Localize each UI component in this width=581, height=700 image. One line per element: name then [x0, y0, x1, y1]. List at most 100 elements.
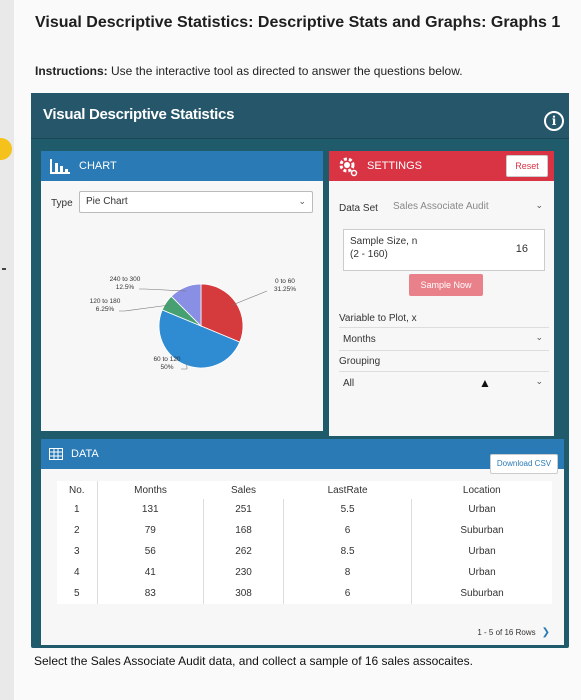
table-cell: 6 — [283, 583, 413, 604]
sample-size-field[interactable]: Sample Size, n (2 - 160) 16 — [343, 229, 545, 271]
column-header: LastRate — [327, 484, 368, 496]
dataset-value: Sales Associate Audit — [393, 201, 489, 212]
sample-size-label: Sample Size, n — [350, 236, 418, 247]
chart-panel-title: CHART — [79, 160, 117, 172]
app-window: Visual Descriptive Statistics i CHART Ty… — [31, 93, 569, 648]
sample-now-button[interactable]: Sample Now — [409, 274, 483, 296]
table-cell: 251 — [203, 499, 285, 520]
table-cell: Suburban — [460, 525, 504, 536]
table-cell: 5.5 — [283, 499, 413, 520]
table-cell: 308 — [203, 583, 285, 604]
info-icon[interactable]: i — [544, 111, 564, 131]
footer-instructions: Select the Sales Associate Audit data, a… — [34, 654, 473, 668]
chart-panel-header: CHART — [41, 151, 323, 181]
data-panel: DATA Download CSV No. Months Sales LastR… — [41, 439, 564, 645]
column-header: Location — [462, 484, 501, 496]
side-mark — [2, 268, 6, 270]
chevron-down-icon: ⌄ — [535, 376, 543, 386]
pie-slice-label: 31.25% — [274, 286, 296, 293]
chart-type-select[interactable]: Pie Chart ⌄ — [79, 191, 313, 213]
table-icon — [49, 448, 63, 460]
data-table: No. Months Sales LastRate Location 1 131… — [57, 481, 552, 604]
grouping-select[interactable]: All ⌄ — [339, 371, 549, 395]
pie-chart-container: 0 to 60 31.25% 60 to 120 50% 120 to 180 6.25%… — [71, 251, 311, 411]
chart-panel: CHART Type Pie Chart ⌄ 0 to 60 31.25% 60 t… — [41, 151, 323, 431]
chart-type-label: Type — [51, 198, 73, 209]
table-cell: Urban — [468, 567, 496, 578]
data-panel-title: DATA — [71, 448, 99, 460]
pie-slice-label: 50% — [160, 364, 173, 371]
table-header-row: No. Months Sales LastRate Location — [57, 481, 552, 499]
pie-slice — [158, 309, 241, 369]
pie-slice — [170, 283, 202, 327]
pagination: 1 - 5 of 16 Rows ❯ — [477, 627, 550, 638]
pie-leader-line — [119, 304, 170, 312]
pagination-text: 1 - 5 of 16 Rows — [477, 628, 536, 637]
variable-label: Variable to Plot, x — [339, 313, 417, 324]
table-cell: 230 — [203, 562, 285, 583]
settings-panel: SETTINGS Reset Data Set Sales Associate … — [329, 151, 554, 436]
table-cell: 6 — [283, 520, 413, 541]
yellow-marker — [0, 138, 12, 160]
column-header: Sales — [231, 484, 257, 496]
settings-panel-title: SETTINGS — [367, 160, 423, 172]
download-csv-button[interactable]: Download CSV — [490, 454, 558, 474]
sample-size-value[interactable]: 16 — [515, 243, 528, 255]
instructions-text: Use the interactive tool as directed to … — [107, 64, 463, 78]
chevron-down-icon: ⌄ — [535, 332, 543, 342]
table-cell: 2 — [57, 520, 98, 541]
pie-slice-label: 60 to 120 — [153, 356, 180, 363]
table-cell: 4 — [57, 562, 98, 583]
mouse-cursor-icon: ▲ — [479, 376, 491, 390]
instructions: Instructions: Use the interactive tool a… — [35, 64, 463, 78]
table-cell: 8.5 — [283, 541, 413, 562]
table-row: 2 79 168 6 Suburban — [57, 520, 552, 541]
table-cell: 262 — [203, 541, 285, 562]
pie-slice-label: 6.25% — [96, 306, 115, 313]
instructions-label: Instructions: — [35, 64, 108, 78]
variable-value: Months — [343, 334, 376, 345]
variable-select[interactable]: Months ⌄ — [339, 327, 549, 351]
settings-panel-header: SETTINGS Reset — [329, 151, 554, 181]
pie-leader-line — [181, 360, 188, 370]
column-header: No. — [57, 481, 98, 499]
pie-slice-label: 240 to 300 — [110, 276, 141, 283]
pie-slice — [200, 283, 244, 343]
dataset-select[interactable]: Sales Associate Audit ⌄ — [389, 196, 549, 218]
table-cell: 168 — [203, 520, 285, 541]
dataset-label: Data Set — [339, 203, 378, 214]
bar-chart-icon — [50, 159, 70, 174]
pie-slice-label: 120 to 180 — [90, 298, 121, 305]
chart-type-value: Pie Chart — [86, 196, 128, 207]
table-cell: 3 — [57, 541, 98, 562]
table-cell: 131 — [97, 499, 205, 520]
table-cell: 5 — [57, 583, 98, 604]
grouping-label: Grouping — [339, 356, 381, 367]
table-row: 1 131 251 5.5 Urban — [57, 499, 552, 520]
sample-size-range: (2 - 160) — [350, 249, 388, 260]
table-row: 4 41 230 8 Urban — [57, 562, 552, 583]
chevron-down-icon: ⌄ — [298, 196, 306, 206]
table-cell: 83 — [97, 583, 205, 604]
gear-icon — [339, 157, 358, 177]
table-cell: Urban — [468, 504, 496, 515]
chevron-right-icon[interactable]: ❯ — [541, 627, 550, 638]
pie-slice-label: 0 to 60 — [275, 278, 295, 285]
column-header: Months — [134, 484, 167, 496]
table-cell: 56 — [97, 541, 205, 562]
table-row: 5 83 308 6 Suburban — [57, 583, 552, 604]
page-title: Visual Descriptive Statistics: Descripti… — [35, 14, 561, 31]
table-cell: 79 — [97, 520, 205, 541]
reset-button[interactable]: Reset — [506, 155, 548, 177]
pie-leader-line — [232, 290, 268, 306]
table-cell: 1 — [57, 499, 98, 520]
chevron-down-icon: ⌄ — [535, 200, 543, 210]
table-cell: Suburban — [460, 588, 504, 599]
pie-leader-line — [139, 288, 187, 292]
table-row: 3 56 262 8.5 Urban — [57, 541, 552, 562]
pie-slice-label: 12.5% — [116, 284, 135, 291]
table-cell: 8 — [283, 562, 413, 583]
grouping-value: All — [343, 378, 355, 389]
data-panel-header: DATA — [41, 439, 564, 469]
